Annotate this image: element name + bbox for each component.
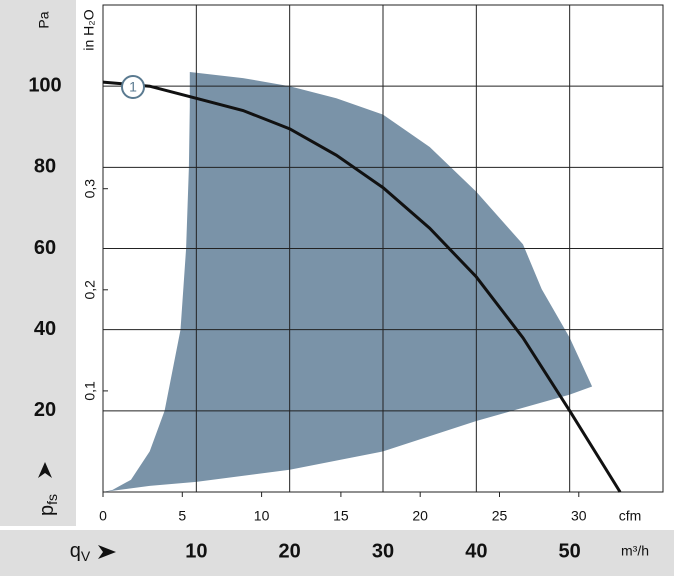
x2-tick-label: 5 [178,508,186,524]
curve-badge [121,75,145,99]
y-band [0,0,76,526]
y-tick-label: 40 [34,318,56,340]
x-tick-label: 50 [559,540,581,562]
x2-tick-label: 25 [492,508,508,524]
x2-unit: cfm [619,508,642,524]
y2-tick-label: 0,3 [82,179,98,199]
x2-tick-label: 0 [99,508,107,524]
y-axis-title: pfs [36,494,59,516]
y-tick-label: 100 [28,74,61,96]
y-unit: Pa [36,11,52,28]
x2-tick-label: 20 [412,508,428,524]
operating-range [103,72,593,492]
title-main: p [36,505,58,516]
x2-tick-label: 15 [333,508,349,524]
y-arrow [38,462,52,478]
y2-unit: in H₂O [81,9,97,50]
curve [102,80,622,493]
y-tick-label: 60 [34,237,56,259]
x-tick-label: 10 [185,540,207,562]
x-tick-label: 20 [279,540,301,562]
y-tick-label: 20 [34,399,56,421]
y-tick-label: 80 [34,156,56,178]
x-arrow [98,545,116,559]
title-sub: fs [44,494,60,505]
plot-frame [102,4,664,493]
y2-tick-label: 0,1 [82,381,98,401]
x2-tick-label: 10 [254,508,270,524]
plot [102,4,664,497]
x2-tick-label: 30 [571,508,587,524]
title-main: q [70,540,81,562]
x-axis-title: qV [70,540,91,563]
curve-label: 1 [129,79,137,95]
y2-tick-label: 0,2 [82,280,98,300]
x-tick-label: 30 [372,540,394,562]
title-sub: V [81,548,91,564]
x-tick-label: 40 [465,540,487,562]
x-unit: m³/h [621,543,649,559]
